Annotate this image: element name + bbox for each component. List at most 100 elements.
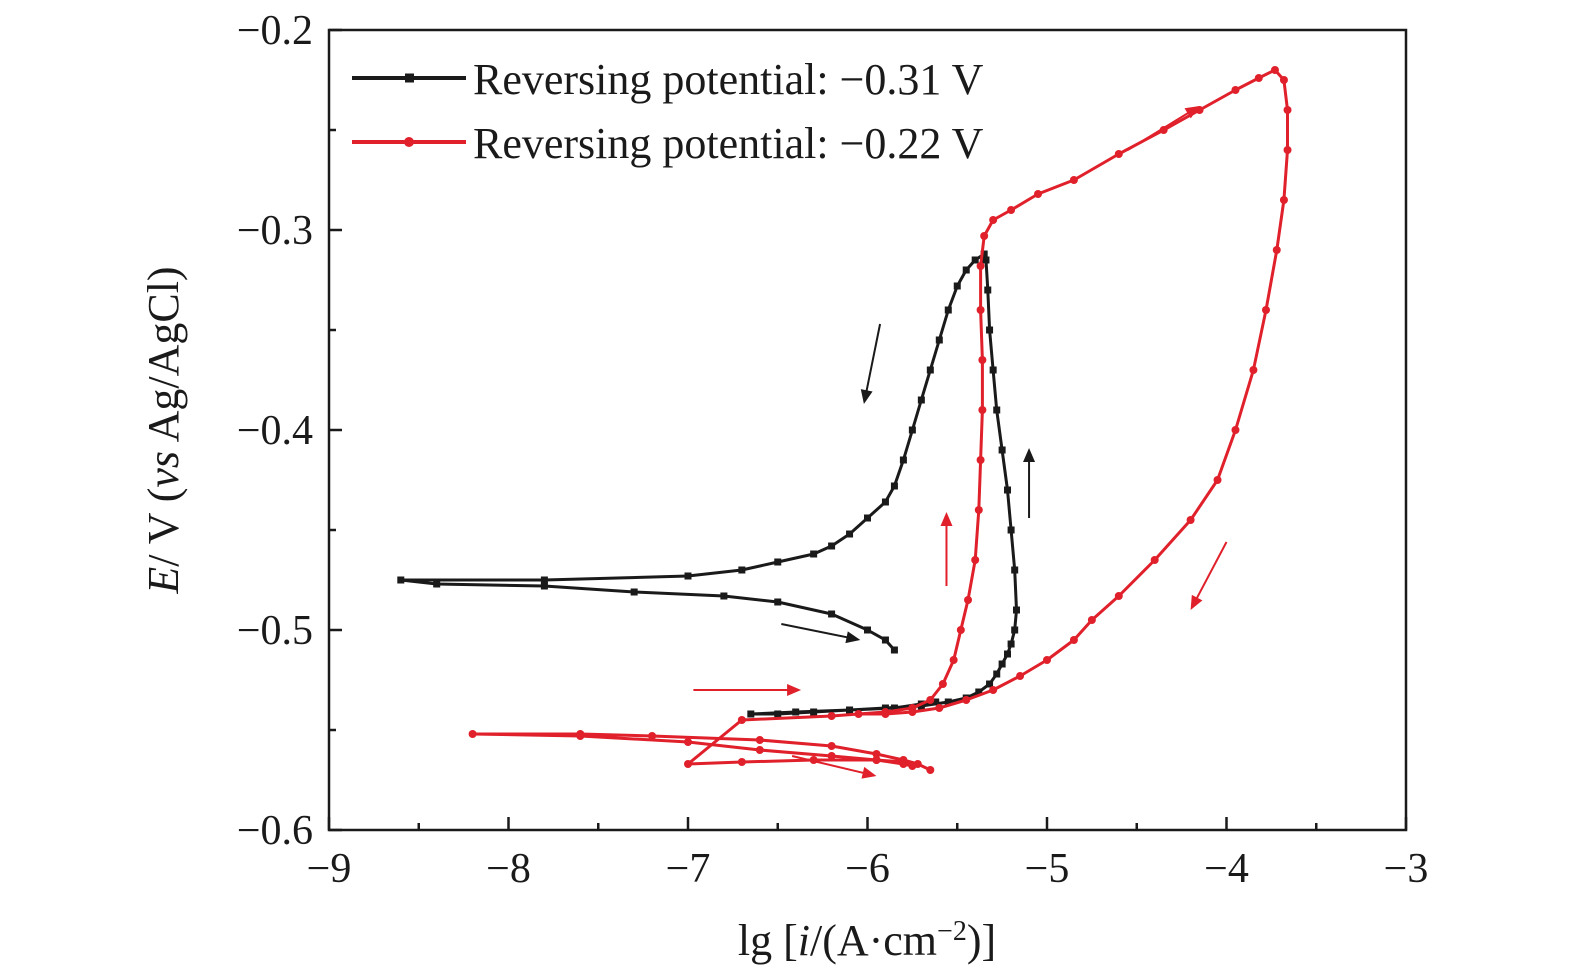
data-point bbox=[828, 610, 836, 618]
data-point bbox=[684, 738, 692, 746]
data-point bbox=[926, 366, 934, 374]
data-point bbox=[1231, 426, 1240, 434]
direction-arrow bbox=[693, 684, 802, 696]
direction-arrow bbox=[1190, 541, 1228, 610]
data-point bbox=[846, 530, 854, 538]
data-point bbox=[899, 456, 907, 464]
data-point bbox=[737, 758, 746, 766]
data-point bbox=[810, 708, 818, 716]
data-point bbox=[993, 406, 1001, 414]
data-point bbox=[827, 742, 836, 750]
data-point bbox=[747, 710, 755, 718]
data-point bbox=[908, 708, 917, 716]
series-layer bbox=[397, 66, 1292, 774]
series-1 bbox=[397, 250, 1020, 718]
data-point bbox=[1272, 246, 1281, 254]
data-point bbox=[944, 306, 952, 314]
data-point bbox=[962, 266, 970, 274]
legend-entry-2: Reversing potential: −0.22 V bbox=[352, 119, 984, 168]
data-point bbox=[908, 426, 916, 434]
data-point bbox=[881, 636, 889, 644]
data-point bbox=[1007, 526, 1015, 534]
data-point bbox=[1114, 592, 1123, 600]
data-point bbox=[1069, 176, 1078, 184]
y-tick-label: −0.4 bbox=[237, 408, 313, 454]
data-point bbox=[984, 286, 992, 294]
x-axis-label: lg [i/(A·cm−2)] bbox=[738, 916, 996, 966]
data-point bbox=[576, 732, 585, 740]
data-point bbox=[433, 580, 441, 588]
data-point bbox=[978, 406, 987, 414]
data-point bbox=[864, 626, 871, 634]
direction-arrow bbox=[791, 755, 877, 779]
data-point bbox=[926, 766, 935, 774]
legend-label: Reversing potential: −0.31 V bbox=[473, 55, 984, 104]
data-point bbox=[397, 576, 405, 584]
data-point bbox=[827, 712, 836, 720]
data-point bbox=[872, 750, 881, 758]
direction-arrow bbox=[1127, 106, 1200, 151]
data-point bbox=[1012, 606, 1020, 614]
data-point bbox=[1279, 76, 1288, 84]
data-point bbox=[1283, 106, 1292, 114]
data-point bbox=[810, 550, 818, 558]
data-point bbox=[976, 306, 985, 314]
data-point bbox=[684, 572, 692, 580]
data-point bbox=[989, 216, 998, 224]
data-point bbox=[872, 756, 881, 764]
direction-arrow bbox=[940, 512, 953, 586]
data-point bbox=[890, 704, 898, 712]
series-line bbox=[471, 68, 1289, 772]
data-point bbox=[1011, 626, 1019, 634]
x-tick-label: −5 bbox=[1025, 846, 1070, 892]
data-point bbox=[864, 514, 871, 522]
data-point bbox=[1007, 206, 1016, 214]
data-point bbox=[998, 446, 1006, 454]
data-point bbox=[1016, 672, 1025, 680]
data-point bbox=[971, 256, 979, 264]
data-point bbox=[899, 758, 908, 766]
data-point bbox=[989, 366, 997, 374]
data-point bbox=[964, 596, 973, 604]
direction-arrow bbox=[860, 323, 882, 404]
data-point bbox=[980, 232, 989, 240]
data-point bbox=[1034, 190, 1043, 198]
data-point bbox=[540, 582, 548, 590]
data-point bbox=[993, 670, 1001, 678]
x-tick-label: −3 bbox=[1384, 846, 1429, 892]
data-point bbox=[881, 710, 890, 718]
data-point bbox=[828, 542, 836, 550]
data-point bbox=[1069, 636, 1078, 644]
data-point bbox=[648, 732, 657, 740]
data-point bbox=[976, 262, 985, 270]
legend-marker bbox=[405, 73, 414, 83]
data-point bbox=[944, 698, 952, 706]
data-point bbox=[926, 696, 935, 704]
data-point bbox=[976, 456, 985, 464]
y-tick-label: −0.2 bbox=[237, 8, 313, 54]
data-point bbox=[1213, 476, 1222, 484]
data-point bbox=[1007, 640, 1015, 648]
x-tick-label: −8 bbox=[486, 846, 531, 892]
data-point bbox=[1261, 306, 1270, 314]
data-point bbox=[949, 656, 958, 664]
data-point bbox=[738, 566, 746, 574]
data-point bbox=[989, 686, 998, 694]
series-line bbox=[399, 252, 1018, 716]
x-tick-label: −9 bbox=[307, 846, 352, 892]
x-tick-label: −7 bbox=[666, 846, 711, 892]
series-2 bbox=[468, 66, 1292, 774]
data-point bbox=[1254, 74, 1263, 82]
data-point bbox=[935, 336, 943, 344]
y-tick-label: −0.6 bbox=[237, 808, 313, 854]
data-point bbox=[774, 558, 782, 566]
data-point bbox=[956, 626, 965, 634]
data-point bbox=[975, 688, 983, 696]
y-tick-label: −0.3 bbox=[237, 208, 313, 254]
legend-entry-1: Reversing potential: −0.31 V bbox=[352, 55, 984, 104]
data-point bbox=[1186, 516, 1195, 524]
data-point bbox=[774, 710, 782, 718]
data-point bbox=[982, 256, 990, 264]
data-point bbox=[720, 592, 728, 600]
data-point bbox=[1150, 556, 1159, 564]
